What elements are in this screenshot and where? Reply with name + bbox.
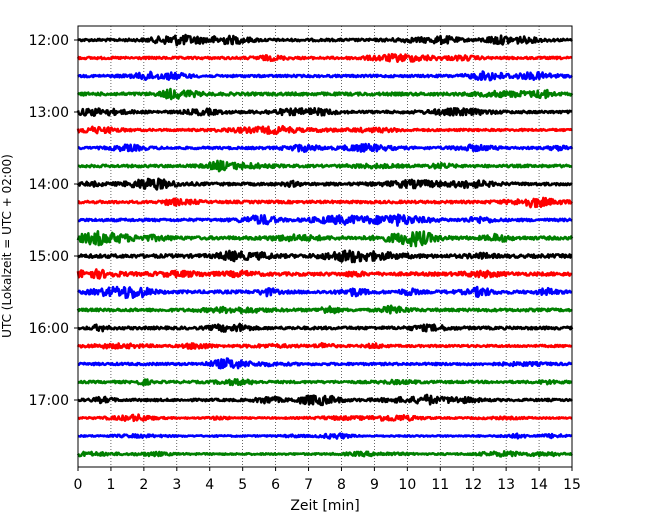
y-tick-label: 15:00 [29, 249, 69, 265]
trace-1245 [76, 87, 574, 101]
x-tick-label: 5 [238, 477, 247, 493]
y-axis-ticks: 12:00 13:00 14:00 15:00 16:00 17:00 [29, 33, 78, 409]
trace-1200 [77, 33, 573, 47]
trace-1330 [77, 142, 574, 153]
y-tick-label: 13:00 [29, 105, 69, 121]
trace-1715 [77, 413, 573, 423]
trace-1430 [77, 213, 573, 227]
x-tick-label: 10 [398, 477, 416, 493]
trace-1615 [76, 341, 573, 351]
x-tick-label: 13 [497, 477, 515, 493]
trace-1300 [76, 106, 573, 117]
traces [76, 33, 574, 458]
trace-1500 [76, 249, 573, 264]
x-tick-label: 6 [271, 477, 280, 493]
x-tick-label: 9 [370, 477, 379, 493]
trace-1600 [77, 322, 574, 333]
trace-1400 [76, 177, 573, 191]
y-tick-label: 17:00 [29, 393, 69, 409]
x-tick-label: 2 [139, 477, 148, 493]
y-tick-label: 14:00 [29, 177, 69, 193]
x-tick-label: 1 [106, 477, 115, 493]
trace-1745 [76, 450, 573, 458]
x-tick-label: 0 [74, 477, 83, 493]
y-tick-label: 16:00 [29, 321, 69, 337]
y-axis-label: UTC (Lokalzeit = UTC + 02:00) [0, 154, 14, 338]
x-tick-label: 3 [172, 477, 181, 493]
trace-1700 [77, 393, 574, 407]
plot-frame [77, 25, 573, 468]
trace-1530 [76, 285, 573, 300]
trace-1345 [77, 159, 573, 173]
x-tick-label: 12 [464, 477, 482, 493]
x-tick-label: 4 [205, 477, 214, 493]
trace-1630 [77, 357, 573, 370]
x-tick-label: 14 [530, 477, 548, 493]
x-tick-label: 15 [563, 477, 581, 493]
trace-1645 [77, 378, 573, 387]
x-tick-label: 11 [431, 477, 449, 493]
x-axis-ticks: 0 1 2 3 4 5 6 7 8 9 10 11 12 13 14 15 [74, 467, 581, 493]
trace-1215 [76, 52, 573, 63]
trace-1315 [76, 124, 573, 136]
trace-1515 [76, 268, 573, 280]
x-axis-label: Zeit [min] [290, 498, 359, 514]
trace-1730 [77, 432, 573, 440]
plot-background [78, 26, 572, 467]
x-tick-label: 7 [304, 477, 313, 493]
trace-1445 [76, 230, 574, 248]
y-tick-label: 12:00 [29, 33, 69, 49]
trace-1415 [77, 196, 574, 209]
trace-1545 [76, 304, 573, 315]
x-tick-label: 8 [337, 477, 346, 493]
trace-1230 [77, 70, 573, 82]
